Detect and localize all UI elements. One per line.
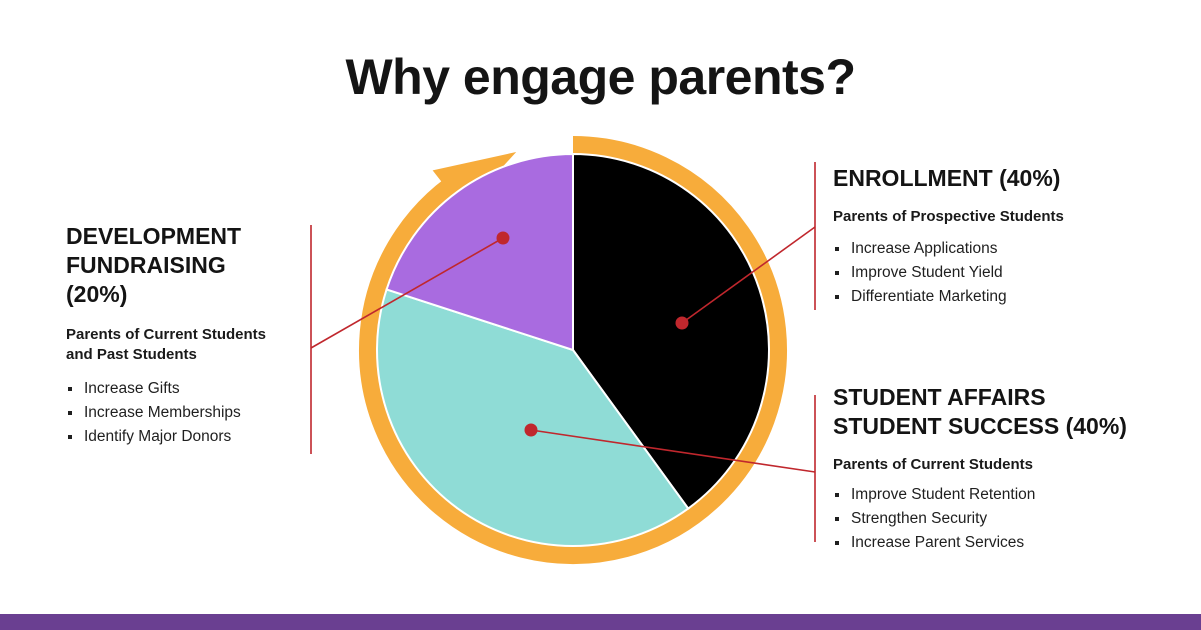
enrollment-subheading: Parents of Prospective Students bbox=[833, 207, 1163, 227]
bullet-icon bbox=[835, 541, 839, 545]
leader-line-enrollment bbox=[681, 226, 816, 324]
student-affairs-list: Improve Student Retention Strengthen Sec… bbox=[833, 483, 1183, 555]
bullet-icon bbox=[835, 271, 839, 275]
list-item: Increase Applications bbox=[833, 237, 1163, 261]
leader-dot-enrollment bbox=[675, 316, 689, 330]
enrollment-subheading-line: Parents of Prospective Students bbox=[833, 208, 1064, 225]
list-item: Improve Student Retention bbox=[833, 483, 1183, 507]
development-list: Increase Gifts Increase Memberships Iden… bbox=[66, 377, 306, 449]
enrollment-section: ENROLLMENT (40%) Parents of Prospective … bbox=[833, 164, 1163, 309]
pie-slice-student-affairs bbox=[376, 288, 690, 547]
development-subheading-line: Parents of Current Students bbox=[66, 326, 267, 343]
development-heading-line: FUNDRAISING bbox=[66, 252, 226, 278]
list-item-text: Increase Applications bbox=[851, 240, 998, 257]
list-item-text: Strengthen Security bbox=[851, 510, 988, 527]
bullet-icon bbox=[835, 247, 839, 251]
bullet-icon bbox=[68, 387, 72, 391]
leader-dot-development bbox=[496, 231, 510, 245]
student-affairs-section: STUDENT AFFAIRS STUDENT SUCCESS (40%) Pa… bbox=[833, 383, 1183, 555]
student-affairs-heading: STUDENT AFFAIRS STUDENT SUCCESS (40%) bbox=[833, 383, 1183, 441]
bullet-icon bbox=[835, 517, 839, 521]
student-affairs-heading-line: STUDENT AFFAIRS bbox=[833, 384, 1046, 410]
list-item: Increase Memberships bbox=[66, 401, 306, 425]
bullet-icon bbox=[835, 493, 839, 497]
development-subheading-line: and Past Students bbox=[66, 346, 197, 363]
bullet-icon bbox=[68, 435, 72, 439]
bullet-icon bbox=[68, 411, 72, 415]
list-item: Identify Major Donors bbox=[66, 425, 306, 449]
development-heading-line: DEVELOPMENT bbox=[66, 223, 242, 249]
development-subheading: Parents of Current Students and Past Stu… bbox=[66, 325, 306, 365]
list-item: Differentiate Marketing bbox=[833, 285, 1163, 309]
development-section: DEVELOPMENT FUNDRAISING (20%) Parents of… bbox=[66, 222, 306, 449]
pie-slices bbox=[376, 152, 770, 547]
list-item-text: Increase Parent Services bbox=[851, 534, 1025, 551]
list-item: Increase Parent Services bbox=[833, 531, 1183, 555]
leader-lines bbox=[310, 162, 816, 542]
list-item-text: Increase Memberships bbox=[84, 404, 241, 421]
list-item: Increase Gifts bbox=[66, 377, 306, 401]
leader-line-development bbox=[310, 237, 504, 349]
list-item-text: Improve Student Yield bbox=[851, 264, 1003, 281]
enrollment-heading-line: ENROLLMENT (40%) bbox=[833, 165, 1061, 191]
leader-dot-student-affairs bbox=[524, 423, 538, 437]
bullet-icon bbox=[835, 295, 839, 299]
list-item-text: Improve Student Retention bbox=[851, 486, 1036, 503]
list-item: Improve Student Yield bbox=[833, 261, 1163, 285]
development-heading-line: (20%) bbox=[66, 281, 128, 307]
footer-bar bbox=[0, 614, 1201, 630]
list-item-text: Identify Major Donors bbox=[84, 428, 232, 445]
student-affairs-subheading-line: Parents of Current Students bbox=[833, 456, 1034, 473]
enrollment-heading: ENROLLMENT (40%) bbox=[833, 164, 1163, 193]
ring-arc bbox=[359, 136, 787, 564]
development-heading: DEVELOPMENT FUNDRAISING (20%) bbox=[66, 222, 306, 309]
student-affairs-heading-line: STUDENT SUCCESS (40%) bbox=[833, 413, 1127, 439]
list-item-text: Increase Gifts bbox=[84, 380, 180, 397]
list-item-text: Differentiate Marketing bbox=[851, 288, 1007, 305]
page-title: Why engage parents? bbox=[345, 49, 856, 105]
student-affairs-subheading: Parents of Current Students bbox=[833, 455, 1183, 475]
leader-line-student-affairs bbox=[530, 429, 816, 473]
list-item: Strengthen Security bbox=[833, 507, 1183, 531]
enrollment-list: Increase Applications Improve Student Yi… bbox=[833, 237, 1163, 309]
